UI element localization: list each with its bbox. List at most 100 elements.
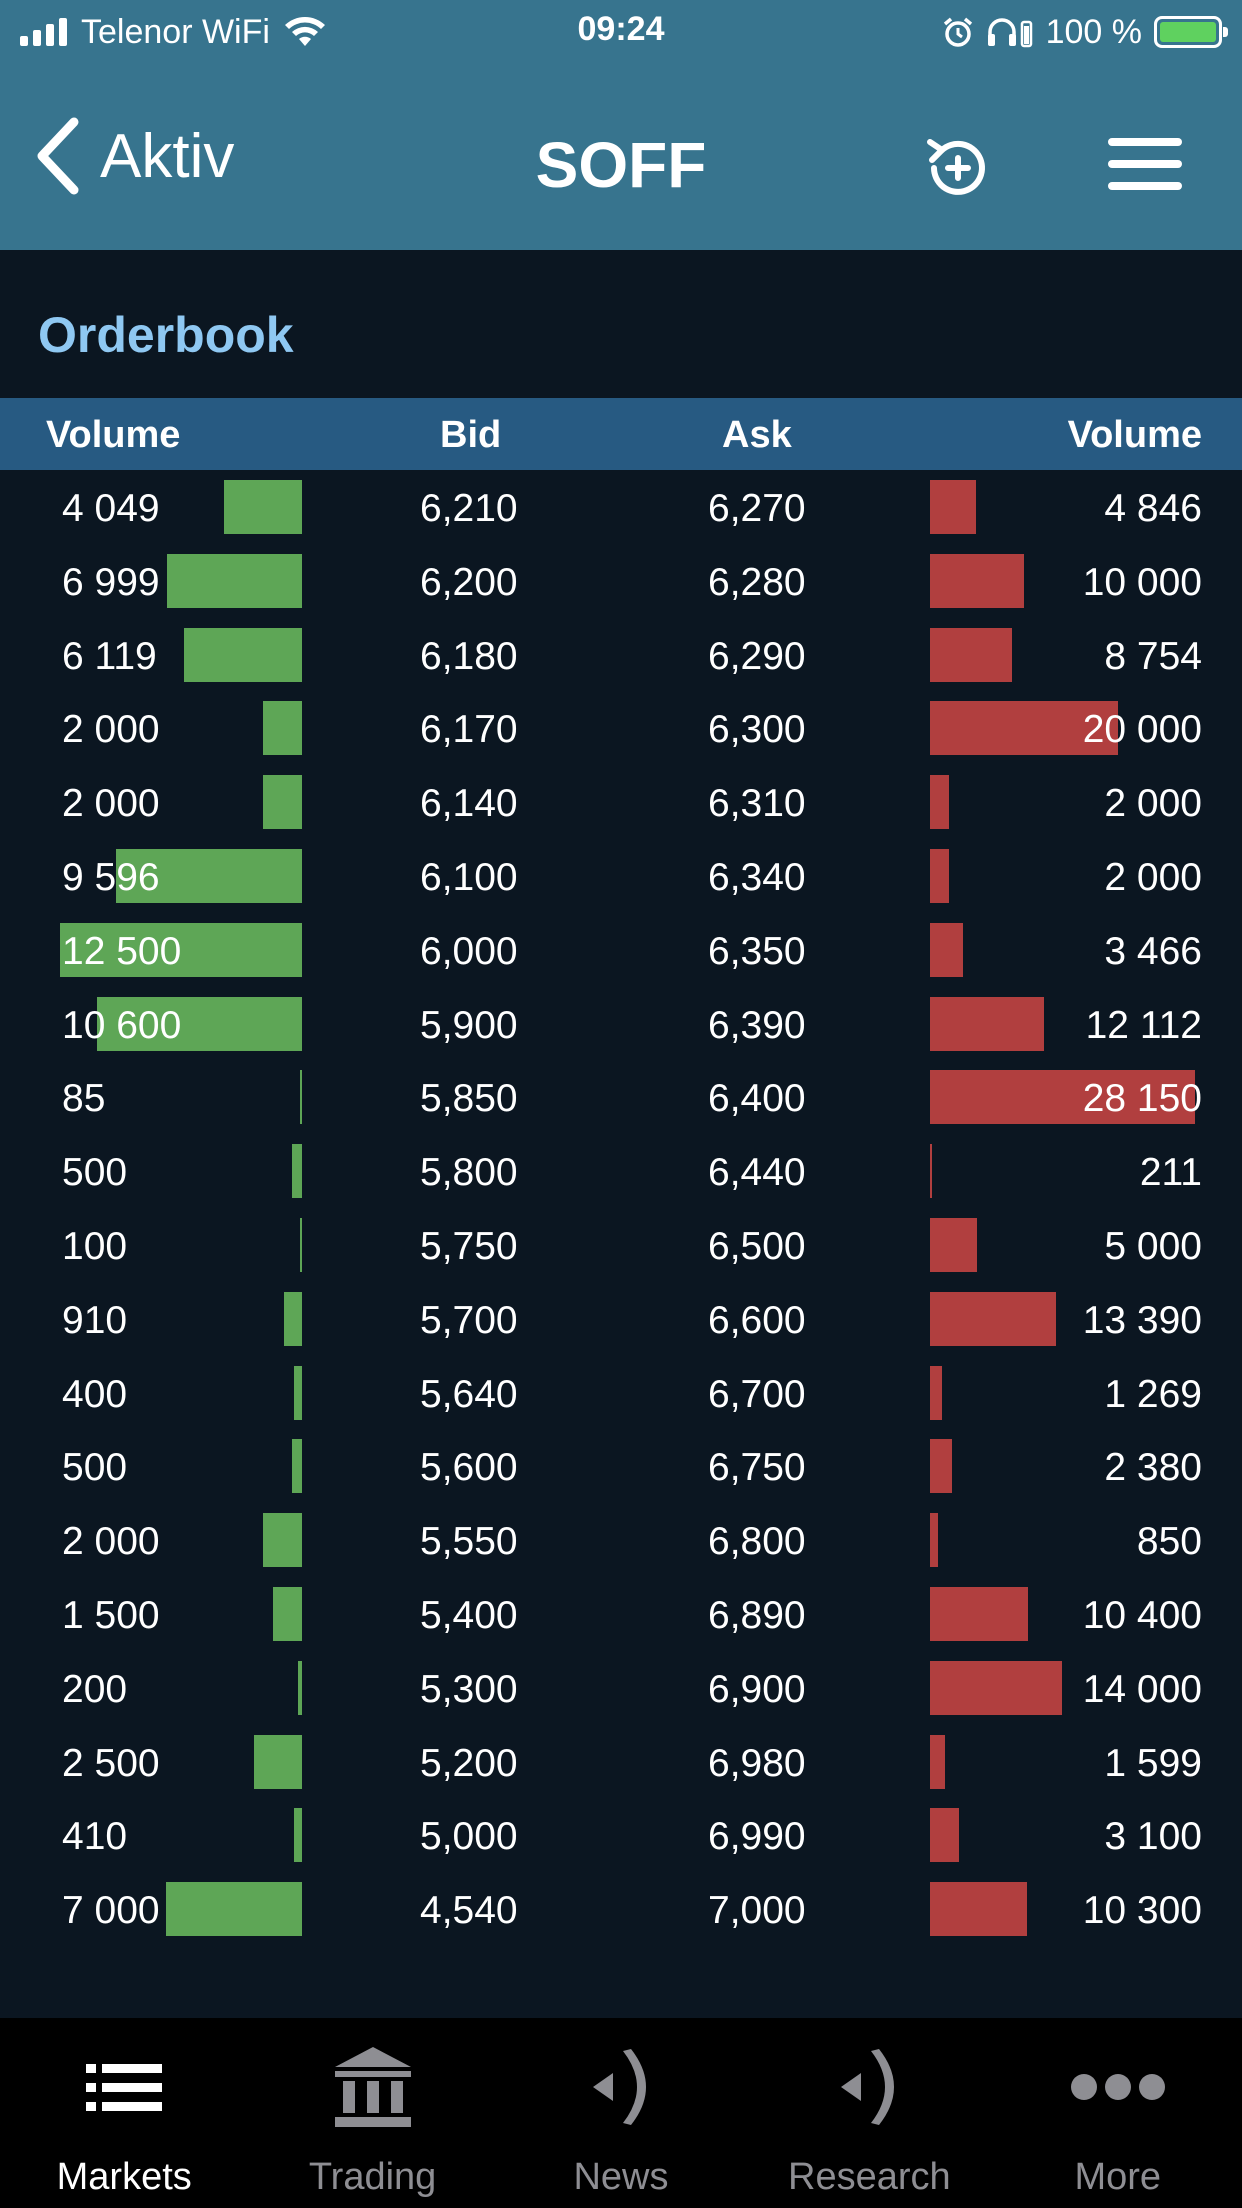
signal-icon: [20, 18, 67, 46]
bid-volume-bar: [294, 1808, 302, 1863]
bid-price: 5,300: [420, 1667, 518, 1711]
bid-volume-bar: [272, 1587, 302, 1641]
table-row[interactable]: 2 000 6,170 6,300 20 000: [0, 693, 1242, 767]
bid-price: 6,180: [420, 634, 518, 678]
table-row[interactable]: 410 5,000 6,990 3 100: [0, 1800, 1242, 1874]
bid-volume-bar: [253, 1734, 302, 1789]
table-row[interactable]: 9 596 6,100 6,340 2 000: [0, 841, 1242, 915]
bid-volume-bar: [116, 849, 302, 903]
ask-price: 6,340: [708, 856, 806, 899]
menu-button[interactable]: [1108, 138, 1182, 198]
bid-volume: 2 000: [62, 1520, 160, 1564]
ask-volume-bar: [930, 1291, 1057, 1346]
ask-volume: 2 000: [1104, 856, 1202, 899]
bid-volume-bar: [263, 1513, 302, 1568]
ask-price: 6,270: [708, 487, 806, 530]
ask-volume-bar: [930, 1365, 942, 1420]
ask-volume-bar: [930, 922, 963, 977]
bid-volume: 400: [62, 1372, 128, 1416]
tab-markets[interactable]: Markets: [0, 2018, 248, 2208]
tab-trading[interactable]: Trading: [248, 2018, 496, 2208]
bid-price: 5,750: [420, 1225, 518, 1268]
bid-volume: 6 999: [62, 560, 160, 604]
ask-volume: 10 400: [1082, 1594, 1202, 1637]
bid-volume-bar: [292, 1439, 302, 1494]
bid-volume-bar: [166, 553, 302, 608]
headphones-icon: [987, 18, 1032, 48]
ask-volume: 5 000: [1104, 1225, 1202, 1268]
bid-volume-bar: [300, 1070, 302, 1125]
bid-price: 5,200: [420, 1741, 518, 1785]
ask-volume: 8 754: [1104, 634, 1202, 678]
ask-volume: 211: [1139, 1151, 1202, 1195]
history-add-icon[interactable]: [922, 132, 994, 204]
status-left: Telenor WiFi: [20, 12, 326, 52]
bid-price: 6,000: [420, 929, 518, 973]
table-row[interactable]: 400 5,640 6,700 1 269: [0, 1358, 1242, 1432]
table-row[interactable]: 2 000 5,550 6,800 850: [0, 1505, 1242, 1579]
table-row[interactable]: 200 5,300 6,900 14 000: [0, 1653, 1242, 1727]
chevron-left-icon: [37, 117, 79, 195]
tab-label: Markets: [56, 2156, 192, 2198]
bid-volume-bar: [183, 627, 302, 682]
ask-volume-bar: [930, 1070, 1195, 1125]
ask-volume-bar: [930, 480, 976, 534]
bid-volume-bar: [284, 1291, 302, 1346]
table-row[interactable]: 910 5,700 6,600 13 390: [0, 1284, 1242, 1358]
table-row[interactable]: 12 500 6,000 6,350 3 466: [0, 915, 1242, 989]
ask-volume: 2 380: [1104, 1446, 1202, 1490]
table-row[interactable]: 10 600 5,900 6,390 12 112: [0, 989, 1242, 1063]
status-time: 09:24: [577, 10, 665, 48]
broadcast-icon: [497, 2044, 745, 2130]
table-row[interactable]: 4 049 6,210 6,270 4 846: [0, 472, 1242, 546]
table-row[interactable]: 6 999 6,200 6,280 10 000: [0, 546, 1242, 620]
section-title: Orderbook: [38, 307, 294, 363]
bid-volume-bar: [263, 701, 302, 756]
tab-label: More: [1074, 2156, 1162, 2198]
table-row[interactable]: 7 000 4,540 7,000 10 300: [0, 1874, 1242, 1948]
ask-price: 6,300: [708, 708, 806, 752]
bid-volume: 1 500: [62, 1594, 160, 1637]
ask-volume-bar: [930, 1808, 960, 1863]
ask-price: 6,500: [708, 1225, 806, 1268]
bid-price: 5,850: [420, 1077, 518, 1121]
tab-more[interactable]: More: [994, 2018, 1242, 2208]
table-row[interactable]: 500 5,600 6,750 2 380: [0, 1431, 1242, 1505]
back-label: Aktiv: [100, 121, 235, 191]
table-row[interactable]: 500 5,800 6,440 211: [0, 1136, 1242, 1210]
bid-price: 5,700: [420, 1298, 518, 1342]
ask-volume-bar: [930, 849, 949, 903]
header-bid: Bid: [440, 414, 502, 456]
bid-volume: 100: [62, 1225, 128, 1268]
header-ask: Ask: [722, 414, 792, 456]
tab-research[interactable]: Research: [745, 2018, 993, 2208]
table-row[interactable]: 100 5,750 6,500 5 000: [0, 1210, 1242, 1284]
more-dots-icon: [994, 2044, 1242, 2130]
bid-volume: 6 119: [62, 634, 157, 678]
table-row[interactable]: 85 5,850 6,400 28 150: [0, 1062, 1242, 1136]
table-row[interactable]: 1 500 5,400 6,890 10 400: [0, 1579, 1242, 1653]
header-bid-volume: Volume: [46, 414, 181, 456]
bid-volume: 12 500: [62, 929, 182, 973]
table-row[interactable]: 2 500 5,200 6,980 1 599: [0, 1727, 1242, 1801]
ask-volume-bar: [930, 1513, 938, 1568]
bid-volume-bar: [263, 775, 302, 830]
ask-volume: 1 599: [1104, 1741, 1202, 1785]
table-row[interactable]: 6 119 6,180 6,290 8 754: [0, 620, 1242, 694]
tab-news[interactable]: News: [497, 2018, 745, 2208]
bid-volume-bar: [300, 1218, 302, 1272]
status-bar: Telenor WiFi 09:24 100 %: [0, 0, 1242, 62]
back-button[interactable]: Aktiv: [30, 116, 234, 196]
table-row[interactable]: 2 000 6,140 6,310 2 000: [0, 767, 1242, 841]
navigation-bar: Aktiv SOFF: [0, 62, 1242, 250]
bid-volume-bar: [96, 996, 302, 1051]
ask-volume: 3 100: [1104, 1815, 1202, 1859]
ask-volume-bar: [930, 1218, 978, 1272]
ask-volume: 20 000: [1082, 708, 1202, 752]
bid-volume: 500: [62, 1151, 128, 1195]
bid-volume: 2 000: [62, 782, 160, 826]
ask-price: 6,800: [708, 1520, 806, 1564]
battery-icon: [1154, 16, 1228, 48]
alarm-icon: [943, 17, 972, 47]
ask-volume-bar: [930, 553, 1025, 608]
